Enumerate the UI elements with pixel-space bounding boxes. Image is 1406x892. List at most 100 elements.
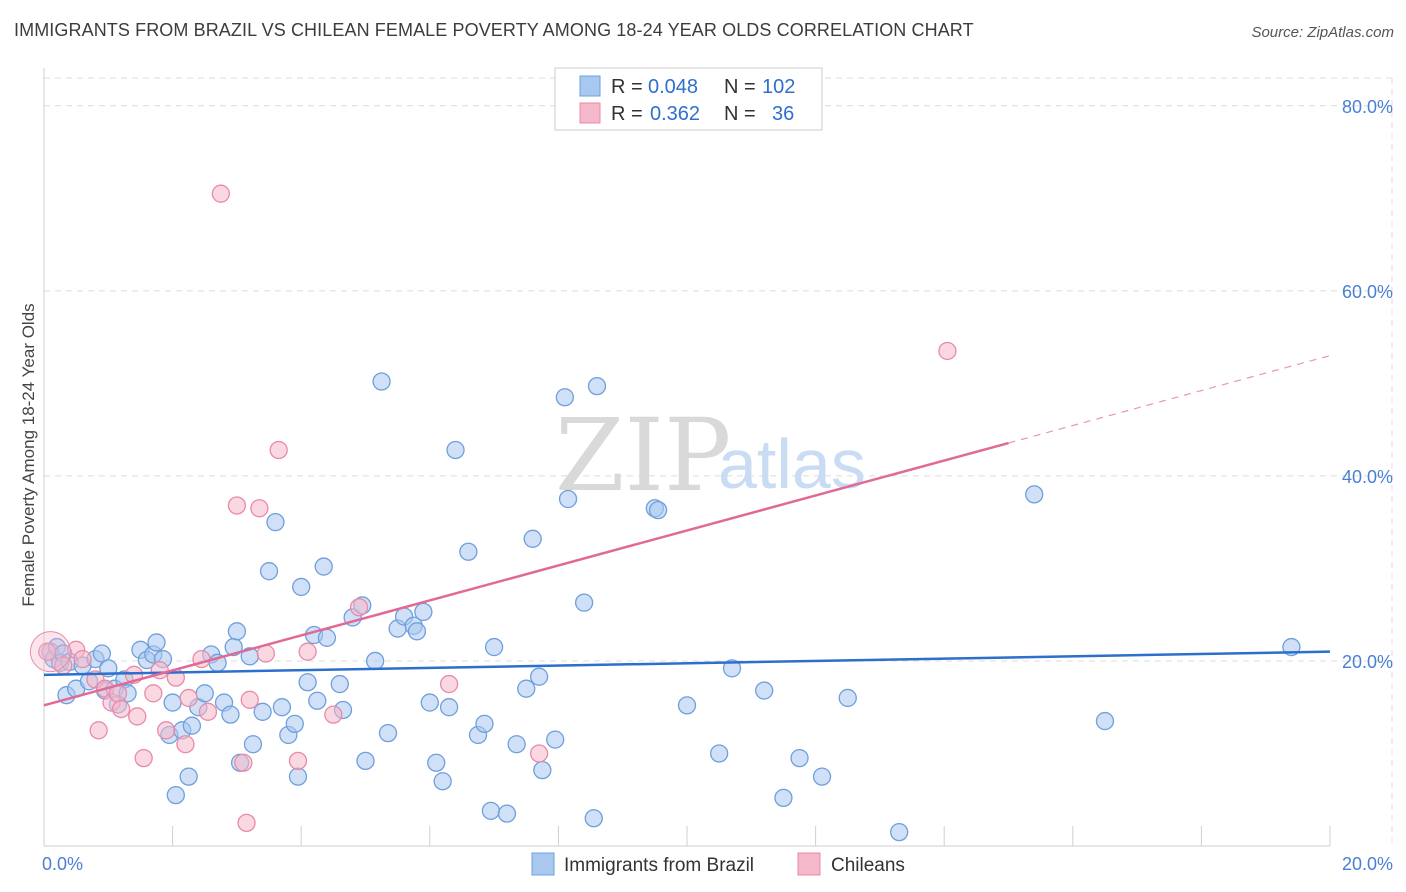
brazil-point — [546, 730, 565, 749]
chilean-point — [211, 184, 230, 203]
brazil-point — [227, 622, 247, 641]
brazil-point — [722, 659, 742, 678]
brazil-point — [298, 673, 317, 692]
chilean-point — [112, 699, 131, 719]
brazil-point — [523, 529, 542, 548]
y-tick-label: 20.0% — [1342, 652, 1393, 672]
brazil-point — [517, 679, 536, 698]
chilean-point — [144, 684, 163, 703]
y-tick-label: 40.0% — [1342, 467, 1393, 487]
brazil-point — [433, 772, 452, 791]
chilean-point — [157, 721, 176, 740]
brazil-point — [812, 767, 832, 786]
brazil-point — [288, 767, 308, 786]
bottom-legend-swatch-blue — [531, 852, 555, 876]
chilean-point — [250, 499, 269, 518]
brazil-point — [179, 767, 198, 786]
brazil-point — [314, 557, 333, 576]
brazil-point — [677, 696, 697, 715]
legend-n-value-blue: 102 — [762, 76, 795, 98]
chilean-point — [38, 642, 57, 661]
chilean-point — [240, 690, 259, 709]
grid-lines — [44, 77, 1393, 846]
brazil-point — [308, 691, 327, 710]
x-tick-label: 0.0% — [42, 854, 83, 874]
brazil-point — [372, 372, 391, 391]
legend-r-label-pink: R = — [611, 103, 643, 125]
brazil-point — [481, 801, 501, 820]
chilean-point — [176, 735, 195, 754]
chilean-point — [134, 748, 153, 768]
brazil-point — [587, 376, 607, 396]
trend-line-chileans — [43, 441, 1009, 707]
chilean-point — [237, 813, 256, 833]
brazil-point — [195, 684, 214, 703]
bottom-legend: Immigrants from Brazil Chileans — [531, 852, 905, 876]
brazil-point — [292, 577, 311, 597]
brazil-point — [243, 735, 263, 754]
legend-n-label-blue: N = — [724, 76, 756, 98]
brazil-point — [648, 500, 668, 520]
brazil-point — [259, 562, 279, 581]
legend-n-label-pink: N = — [724, 103, 756, 125]
brazil-point — [427, 753, 446, 772]
brazil-point — [710, 744, 729, 763]
brazil-point — [221, 705, 240, 724]
brazil-point — [755, 681, 774, 700]
legend-n-value-pink: 36 — [772, 103, 794, 125]
brazil-point — [475, 714, 494, 734]
brazil-point — [459, 542, 478, 561]
brazil-point — [533, 760, 552, 780]
brazil-point — [407, 622, 427, 641]
legend-r-value-blue: 0.048 — [648, 76, 698, 98]
watermark-atlas: atlas — [718, 425, 866, 503]
source-label: Source: ZipAtlas.com — [1251, 24, 1394, 41]
trend-line-chileans-dashed — [1008, 355, 1331, 444]
brazil-point — [163, 693, 182, 712]
trend-line-brazil — [43, 650, 1331, 677]
legend-swatch-blue — [579, 75, 601, 97]
brazil-point — [558, 489, 578, 509]
brazil-point — [774, 788, 793, 808]
brazil-point — [507, 735, 526, 754]
brazil-point — [555, 388, 574, 407]
brazil-point — [272, 698, 292, 717]
brazil-point — [439, 698, 459, 717]
brazil-point — [497, 804, 517, 823]
axes — [43, 68, 1331, 847]
bottom-legend-swatch-pink — [797, 852, 821, 876]
series-chileans-points — [29, 184, 957, 833]
brazil-point — [484, 637, 504, 657]
brazil-point — [838, 688, 857, 708]
brazil-point — [330, 674, 349, 694]
brazil-point — [147, 633, 166, 652]
bottom-legend-label-pink: Chileans — [831, 855, 905, 876]
chart-title: IMMIGRANTS FROM BRAZIL VS CHILEAN FEMALE… — [14, 20, 974, 40]
brazil-point — [584, 809, 603, 828]
brazil-point — [356, 751, 375, 771]
brazil-point — [182, 716, 202, 735]
chilean-point — [73, 649, 92, 669]
chilean-point — [269, 440, 288, 460]
tick-labels: 20.0% 40.0% 60.0% 80.0% 0.0% 20.0% — [42, 97, 1393, 874]
chilean-point — [324, 705, 343, 724]
y-tick-label: 80.0% — [1342, 97, 1393, 117]
chilean-point — [288, 751, 308, 771]
brazil-point — [890, 822, 909, 842]
brazil-point — [790, 748, 809, 768]
chilean-point — [198, 702, 218, 721]
legend-r-value-pink: 0.362 — [650, 103, 700, 125]
chilean-point — [128, 707, 147, 726]
brazil-point — [378, 723, 398, 743]
brazil-point — [574, 593, 594, 612]
watermark-zip: ZIP — [555, 397, 731, 514]
brazil-point — [285, 714, 304, 734]
brazil-point — [1095, 711, 1115, 731]
brazil-point — [253, 702, 272, 721]
chilean-point — [298, 642, 317, 661]
chilean-point — [89, 721, 108, 740]
trend-lines — [43, 355, 1331, 707]
legend-box: R = 0.048 N = 102 R = 0.362 N = 36 — [554, 67, 823, 131]
chilean-point — [349, 598, 369, 617]
